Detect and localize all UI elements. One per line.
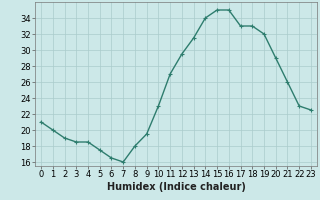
- X-axis label: Humidex (Indice chaleur): Humidex (Indice chaleur): [107, 182, 245, 192]
